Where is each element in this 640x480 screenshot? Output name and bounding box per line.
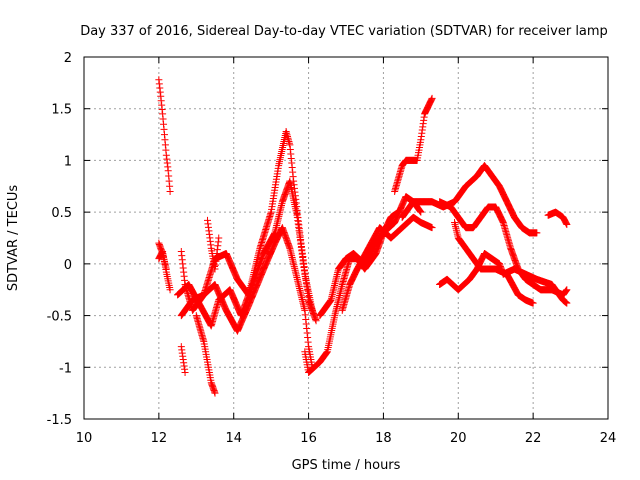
data-point <box>215 234 223 242</box>
data-point <box>166 187 174 195</box>
y-tick-label: -1 <box>59 361 72 376</box>
y-axis-label: SDTVAR / TECUs <box>6 185 21 292</box>
data-point <box>162 265 170 273</box>
data-point <box>563 299 571 307</box>
series-track-q <box>436 250 571 307</box>
x-tick-label: 12 <box>151 431 168 446</box>
plot-frame <box>83 56 609 420</box>
data-point <box>312 317 320 325</box>
axis-ticks <box>83 56 609 420</box>
data-point <box>417 208 425 216</box>
series-track-a <box>155 76 174 195</box>
data-point <box>211 389 219 397</box>
series-track-g <box>177 224 316 371</box>
y-tick-label: 1 <box>64 154 72 169</box>
data-point <box>428 224 436 232</box>
data-point <box>563 221 571 229</box>
x-tick-label: 14 <box>225 431 242 446</box>
y-tick-label: -1.5 <box>47 413 72 428</box>
x-tick-label: 24 <box>600 431 617 446</box>
data-point <box>533 229 541 237</box>
series-track-b <box>155 247 174 294</box>
y-tick-label: 0.5 <box>51 206 72 221</box>
data-point <box>529 299 537 307</box>
series-track-h <box>192 312 219 397</box>
series-track-o <box>436 198 571 299</box>
series-track-r <box>544 208 571 229</box>
x-tick-label: 18 <box>375 431 392 446</box>
x-axis-label: GPS time / hours <box>292 458 401 473</box>
x-tick-label: 10 <box>76 431 93 446</box>
y-tick-label: 1.5 <box>51 103 72 118</box>
data-point <box>428 94 436 102</box>
series-track-d <box>177 343 189 376</box>
y-tick-label: 2 <box>64 51 72 66</box>
series-track-i <box>204 216 223 273</box>
y-tick-label: -0.5 <box>47 310 72 325</box>
x-tick-labels: 10 12 14 16 18 20 22 24 <box>76 431 617 446</box>
data-point <box>166 286 174 294</box>
series-track-l <box>338 213 436 314</box>
data-point <box>181 368 189 376</box>
y-tick-label: 0 <box>64 258 72 273</box>
x-tick-label: 16 <box>300 431 317 446</box>
data-marks <box>155 76 571 397</box>
data-point <box>308 306 316 314</box>
series-track-c <box>155 239 170 273</box>
y-tick-labels: -1.5 -1 -0.5 0 0.5 1 1.5 2 <box>47 51 72 428</box>
x-tick-label: 22 <box>525 431 542 446</box>
data-point <box>563 286 571 294</box>
x-tick-label: 20 <box>450 431 467 446</box>
series-track-m <box>391 94 436 195</box>
chart-title: Day 337 of 2016, Sidereal Day-to-day VTE… <box>80 24 608 39</box>
series-track-n <box>398 162 541 237</box>
